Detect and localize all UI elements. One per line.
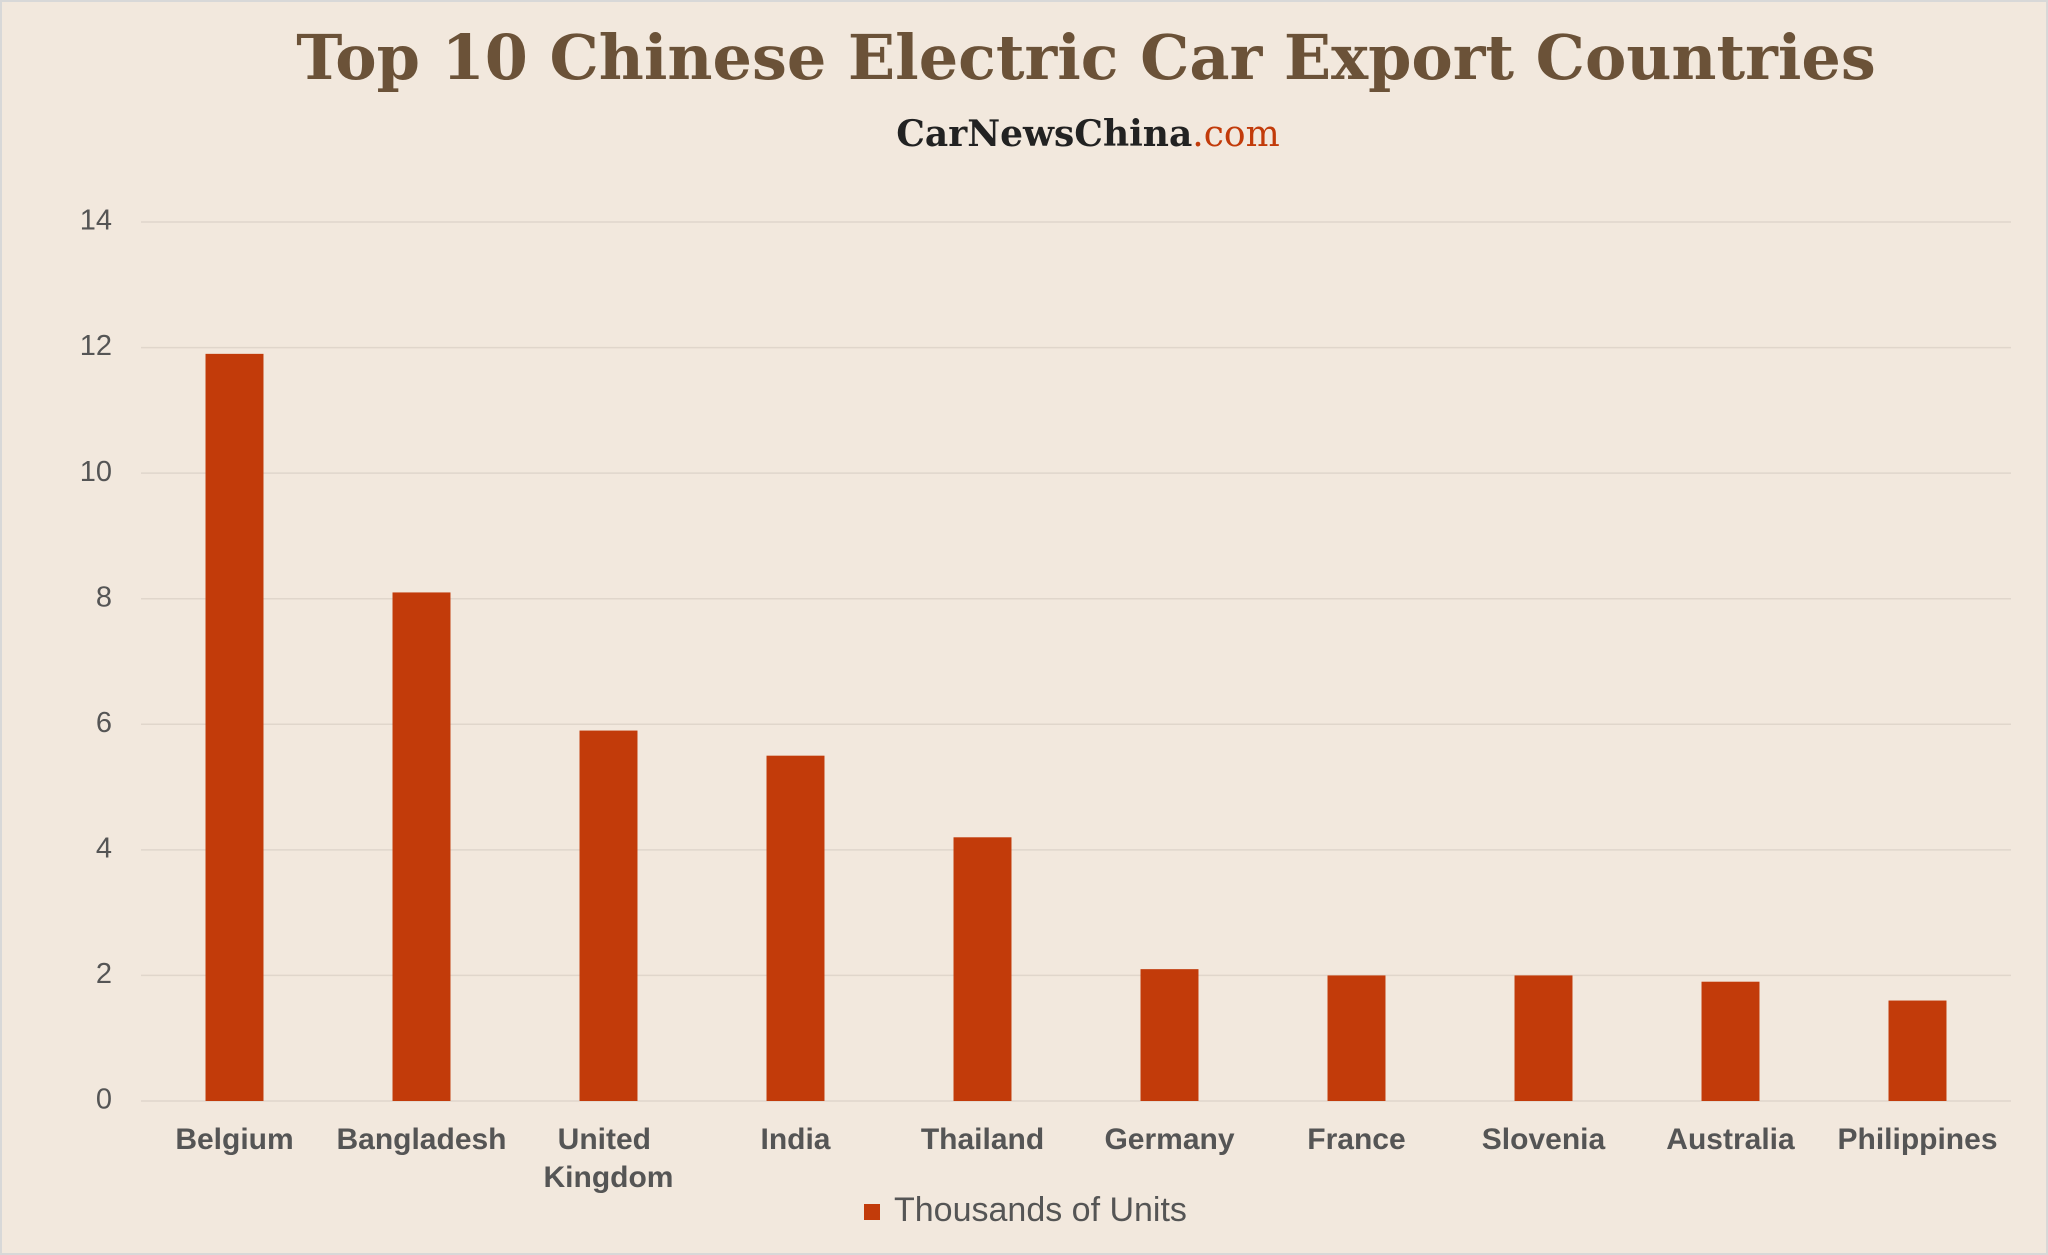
x-tick-label: Thailand: [921, 1123, 1044, 1156]
y-tick-label: 2: [96, 958, 112, 990]
x-tick-label: Bangladesh: [336, 1123, 506, 1156]
y-tick-label: 4: [96, 833, 112, 865]
x-tick-label: Germany: [1104, 1123, 1234, 1156]
bar: [1888, 1000, 1947, 1101]
subtitle-brand: CarNewsChina: [896, 113, 1192, 155]
x-tick-label: Belgium: [175, 1123, 293, 1156]
y-tick-label: 12: [80, 330, 112, 362]
x-tick-label: Philippines: [1837, 1123, 1997, 1156]
x-tick-label: United Kingdom: [544, 1123, 674, 1194]
bar: [579, 730, 638, 1101]
x-tick-label: Slovenia: [1482, 1123, 1606, 1156]
bar: [1514, 975, 1573, 1101]
y-tick-label: 6: [96, 707, 112, 739]
bar: [205, 353, 264, 1102]
legend-swatch: [864, 1204, 880, 1220]
bar: [1327, 975, 1386, 1101]
legend-label: Thousands of Units: [894, 1191, 1187, 1229]
y-tick-label: 10: [80, 456, 112, 488]
bar: [1701, 981, 1760, 1101]
x-tick-label: France: [1307, 1123, 1405, 1156]
bar: [766, 755, 825, 1101]
chart-subtitle: CarNewsChina.com: [896, 113, 1279, 155]
bar: [1140, 969, 1199, 1101]
y-tick-label: 14: [80, 205, 112, 237]
y-tick-label: 0: [96, 1084, 112, 1116]
subtitle-suffix: .com: [1192, 114, 1279, 155]
bar: [392, 592, 451, 1101]
bar: [953, 837, 1012, 1101]
y-tick-label: 8: [96, 581, 112, 613]
x-tick-label: India: [760, 1123, 830, 1156]
chart-title: Top 10 Chinese Electric Car Export Count…: [296, 21, 1875, 94]
x-tick-label: Australia: [1666, 1123, 1795, 1156]
